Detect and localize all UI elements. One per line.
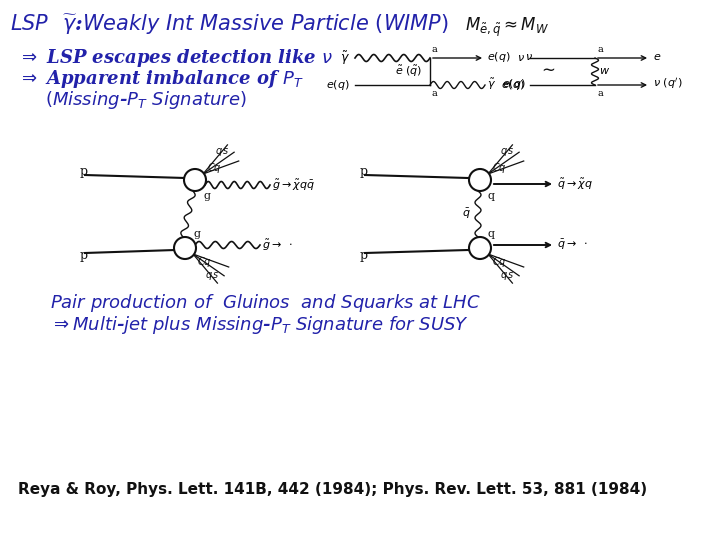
- Text: g: g: [193, 229, 200, 239]
- Text: $\nu$: $\nu$: [517, 53, 525, 63]
- Text: $\nu\ (q^{\prime})$: $\nu\ (q^{\prime})$: [653, 77, 683, 91]
- Text: $e(q)$: $e(q)$: [326, 78, 350, 92]
- Text: $\bar{q}$: $\bar{q}$: [462, 207, 471, 221]
- Text: $Cq$: $Cq$: [492, 161, 507, 175]
- Text: Reya & Roy, Phys. Lett. 141B, 442 (1984); Phys. Rev. Lett. 53, 881 (1984): Reya & Roy, Phys. Lett. 141B, 442 (1984)…: [18, 482, 647, 497]
- Text: $\Rightarrow$ LSP escapes detection like $\nu$: $\Rightarrow$ LSP escapes detection like…: [18, 47, 333, 69]
- Text: a: a: [432, 45, 438, 55]
- Text: $\tilde{\gamma}$: $\tilde{\gamma}$: [487, 77, 496, 92]
- Text: $e$: $e$: [653, 52, 662, 62]
- Text: $q\,s$: $q\,s$: [500, 270, 515, 282]
- Text: $\Rightarrow$ Apparent imbalance of $P_T$: $\Rightarrow$ Apparent imbalance of $P_T…: [18, 68, 304, 90]
- Text: a: a: [597, 89, 603, 98]
- Circle shape: [469, 169, 491, 191]
- Text: $LSP$  $\widetilde{\gamma}$:$Weakly\ Int\ Massive\ Particle\ (WIMP)$: $LSP$ $\widetilde{\gamma}$:$Weakly\ Int\…: [10, 13, 449, 37]
- Text: $\tilde{g}\to\tilde{\chi}q\bar{q}$: $\tilde{g}\to\tilde{\chi}q\bar{q}$: [272, 178, 315, 193]
- Text: p: p: [360, 165, 368, 179]
- Text: a: a: [597, 45, 603, 55]
- Text: p: p: [360, 249, 368, 262]
- Text: a: a: [432, 89, 438, 98]
- Text: $\tilde{g}\to\ \cdot$: $\tilde{g}\to\ \cdot$: [262, 238, 293, 253]
- Text: $q\,s$: $q\,s$: [500, 146, 515, 158]
- Text: $M_{\tilde{e},\tilde{q}} \approx M_W$: $M_{\tilde{e},\tilde{q}} \approx M_W$: [465, 16, 549, 39]
- Text: $e(q)$: $e(q)$: [501, 78, 525, 92]
- Text: $Cq$: $Cq$: [492, 255, 507, 269]
- Text: $q\,s$: $q\,s$: [205, 270, 220, 282]
- Circle shape: [184, 169, 206, 191]
- Text: $e(q)$: $e(q)$: [502, 77, 526, 91]
- Text: $w$: $w$: [599, 66, 610, 77]
- Text: $\tilde{q}\to\tilde{\chi}q$: $\tilde{q}\to\tilde{\chi}q$: [557, 177, 593, 192]
- Text: $Cq$: $Cq$: [197, 255, 212, 269]
- Text: $\bar{q}\to\ \cdot$: $\bar{q}\to\ \cdot$: [557, 238, 588, 252]
- Text: $Pair\ production\ of\ \ Gluinos\ \ and\ Squarks\ at\ LHC$: $Pair\ production\ of\ \ Gluinos\ \ and\…: [50, 292, 481, 314]
- Text: q: q: [488, 229, 495, 239]
- Text: $\nu$: $\nu$: [525, 52, 533, 62]
- Text: $\tilde{e}\ (\tilde{q})$: $\tilde{e}\ (\tilde{q})$: [395, 64, 423, 79]
- Circle shape: [174, 237, 196, 259]
- Text: $(Missing$-$P_T$ $Signature)$: $(Missing$-$P_T$ $Signature)$: [45, 89, 247, 111]
- Text: $\sim$: $\sim$: [538, 61, 555, 78]
- Text: $\tilde{\gamma}$: $\tilde{\gamma}$: [340, 49, 350, 67]
- Text: g: g: [203, 191, 210, 201]
- Text: $e(q)$: $e(q)$: [487, 50, 510, 64]
- Text: p: p: [80, 249, 88, 262]
- Circle shape: [469, 237, 491, 259]
- Text: q: q: [488, 191, 495, 201]
- Text: p: p: [80, 165, 88, 179]
- Text: $\Rightarrow Multi$-$jet\ plus\ Missing$-$P_T\ Signature\ for\ SUSY$: $\Rightarrow Multi$-$jet\ plus\ Missing$…: [50, 314, 469, 336]
- Text: $Cq$: $Cq$: [207, 161, 222, 175]
- Text: $q\,s$: $q\,s$: [215, 146, 230, 158]
